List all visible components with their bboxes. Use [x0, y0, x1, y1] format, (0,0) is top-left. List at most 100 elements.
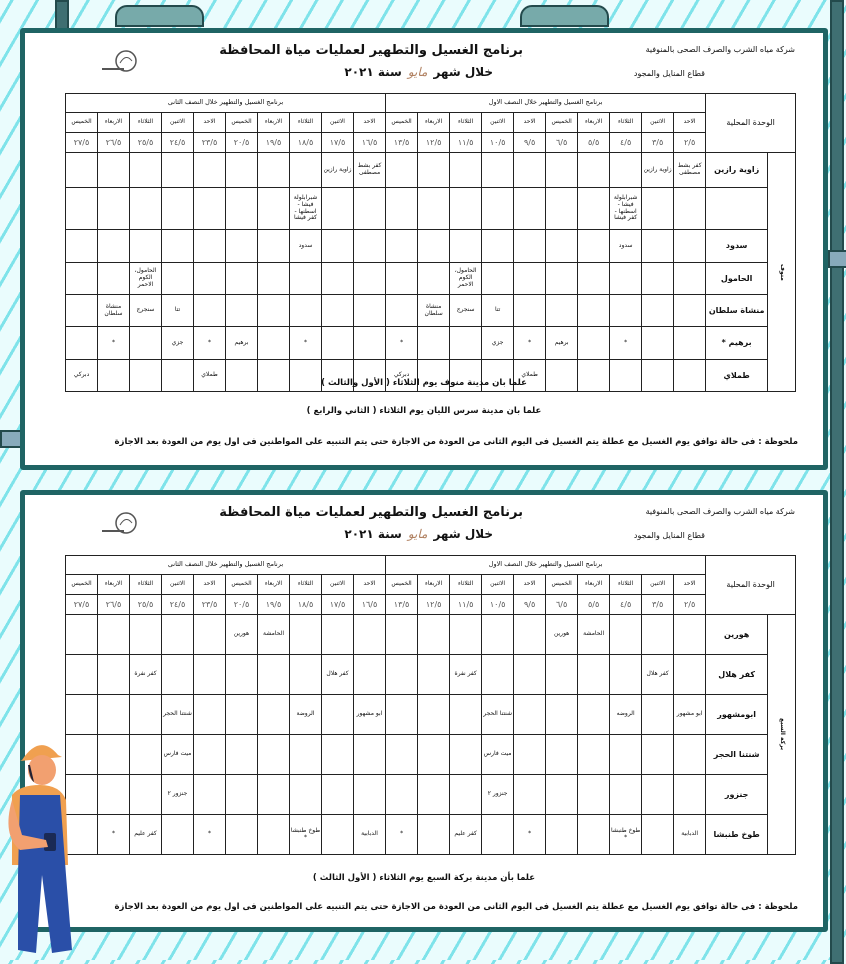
day-header: الثلاثاء: [289, 574, 322, 595]
date-header: ١٨/٥: [289, 132, 322, 153]
schedule-card-birket-el-sab: شركة مياه الشرب والصرف الصحى بالمنوفية قط…: [20, 490, 828, 932]
group-label: منوف: [767, 152, 797, 392]
days-row: الاحد الاثنين الثلاثاء الاربعاء الخميس الاحد ا…: [65, 112, 796, 133]
schedule-cell: [481, 654, 515, 695]
schedule-cell: [97, 734, 130, 775]
table-row: برهيم * * برهيم * جزي * * برهيم * جزي *: [65, 326, 796, 360]
day-header: الخميس: [225, 574, 258, 595]
schedule-cell: جزي: [161, 326, 194, 360]
table-row: الحامول الحامول، الكوم الاحمر الحامول، الك…: [65, 262, 796, 295]
schedule-cell: [609, 614, 643, 655]
schedule-cell: [193, 152, 226, 188]
header-row: الوحدة المحلية برنامج الغسيل والتطهير خلا…: [65, 555, 797, 615]
schedule-cell: *: [193, 814, 226, 855]
schedule-cell: [577, 294, 611, 327]
date-header: ٤/٥: [609, 132, 643, 153]
schedule-cell: [225, 694, 258, 735]
schedule-cell: [384, 734, 419, 775]
schedule-cell: الروضه: [609, 694, 643, 735]
day-header: الاحد: [353, 112, 386, 133]
schedule-cell: [577, 694, 611, 735]
schedule-cell: [545, 152, 579, 188]
schedule-cell: [161, 614, 194, 655]
table-row: طوخ طنبشا الدبابية طوخ طنبشا * * كفر عليم * ال…: [65, 814, 796, 855]
schedule-cell: [641, 229, 675, 263]
schedule-cell: منشاة سلطان: [417, 294, 451, 327]
row-label: جنزور: [705, 774, 769, 815]
row-label: زاوية رازين: [705, 152, 769, 188]
schedule-cell: [513, 654, 547, 695]
date-header: ١٣/٥: [384, 594, 419, 615]
schedule-cell: [449, 229, 483, 263]
schedule-cell: ميت فارس: [481, 734, 515, 775]
dates-row: ٢/٥ ٣/٥ ٤/٥ ٥/٥ ٦/٥ ٩/٥ ١٠/٥ ١١/٥ ١٢/٥ ١٣/٥ ١٦/٥ ١٧…: [65, 594, 796, 615]
schedule-cell: جزي: [481, 326, 515, 360]
schedule-cell: [609, 262, 643, 295]
schedule-cell: تتا: [161, 294, 194, 327]
day-header: الاربعاء: [257, 574, 290, 595]
date-header: ٩/٥: [513, 132, 547, 153]
schedule-cell: [577, 359, 611, 392]
schedule-cell: [225, 262, 258, 295]
day-header: الثلاثاء: [289, 112, 322, 133]
schedule-cell: [257, 229, 290, 263]
pipe-decoration: [828, 250, 846, 268]
schedule-cell: [577, 326, 611, 360]
date-header: ٢٣/٥: [193, 132, 226, 153]
schedule-cell: برهيم: [225, 326, 258, 360]
day-header: الاحد: [193, 574, 226, 595]
schedule-cell: [545, 734, 579, 775]
schedule-cell: [673, 294, 707, 327]
date-header: ١٢/٥: [417, 594, 451, 615]
days-row: الاحد الاثنين الثلاثاء الاربعاء الخميس الاحد ا…: [65, 574, 796, 595]
row-label: طوخ طنبشا: [705, 814, 769, 855]
schedule-cell: طملاي: [193, 359, 226, 392]
date-header: ٢٥/٥: [129, 594, 162, 615]
date-header: ٥/٥: [577, 594, 611, 615]
schedule-cell: [193, 654, 226, 695]
schedule-cell: [481, 262, 515, 295]
schedule-cell: [353, 294, 386, 327]
schedule-cell: شبرابلولة فيشا - اسطنها - كفر فيشا: [289, 187, 322, 230]
day-header: الثلاثاء: [449, 574, 483, 595]
schedule-cell: *: [384, 326, 419, 360]
schedule-cell: [673, 774, 707, 815]
day-header: الاثنين: [161, 574, 194, 595]
row-label: ابومشهور: [705, 694, 769, 735]
schedule-cell: [161, 229, 194, 263]
table-row: منوف زاوية رازين كفر بشط مصطفى زاوية رازين ك…: [65, 152, 797, 392]
schedule-cell: [641, 187, 675, 230]
table-row: بركة السبع هورين الحامشة هورين الحامشة هورين: [65, 614, 797, 855]
document-title: برنامج الغسيل والتطهير لعمليات مياة المح…: [219, 43, 523, 58]
schedule-cell: *: [97, 814, 130, 855]
row-label: سدود: [705, 229, 769, 263]
schedule-cell: [161, 359, 194, 392]
schedule-cell: [321, 187, 354, 230]
schedule-table: الوحدة المحلية برنامج الغسيل والتطهير خلا…: [65, 555, 797, 855]
schedule-cell: [65, 614, 98, 655]
date-header: ٢٤/٥: [161, 132, 194, 153]
schedule-cell: [641, 814, 675, 855]
schedule-cell: [97, 229, 130, 263]
schedule-cell: [129, 614, 162, 655]
schedule-cell: [384, 152, 419, 188]
schedule-cell: [641, 262, 675, 295]
schedule-cell: [129, 694, 162, 735]
table-row: سدود سدود سدود: [65, 229, 796, 263]
schedule-cell: [481, 814, 515, 855]
schedule-cell: [449, 152, 483, 188]
pipe-decoration: [830, 0, 844, 964]
schedule-cell: [417, 262, 451, 295]
schedule-cell: [257, 359, 290, 392]
schedule-cell: [193, 694, 226, 735]
group-label: بركة السبع: [767, 614, 797, 855]
schedule-cell: [353, 359, 386, 392]
schedule-cell: [673, 734, 707, 775]
city-note: علما بان مدينة منوف يوم الثلاثاء ( الأول…: [321, 378, 527, 388]
date-header: ٦/٥: [545, 132, 579, 153]
schedule-cell: [641, 614, 675, 655]
row-label: طملاي: [705, 359, 769, 392]
day-header: الاربعاء: [417, 574, 451, 595]
day-header: الاثنين: [481, 112, 515, 133]
schedule-cell: [97, 614, 130, 655]
